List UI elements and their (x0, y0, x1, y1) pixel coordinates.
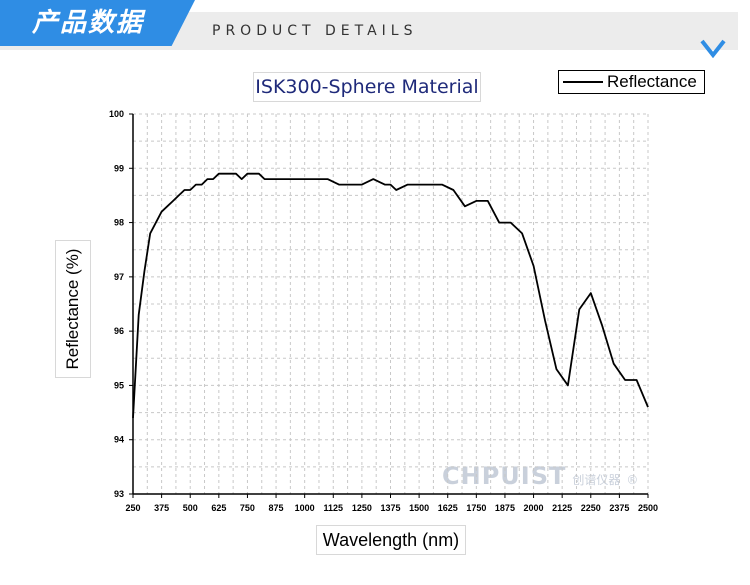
y-tick-label: 95 (114, 380, 124, 390)
y-tick-label: 93 (114, 489, 124, 499)
x-tick-label: 875 (269, 503, 284, 513)
x-tick-label: 1250 (352, 503, 372, 513)
x-tick-label: 1125 (324, 503, 344, 513)
x-tick-label: 1000 (295, 503, 315, 513)
y-axis-label-box: Reflectance (%) (55, 240, 91, 378)
legend: Reflectance (558, 70, 705, 94)
x-tick-label: 375 (154, 503, 169, 513)
legend-label: Reflectance (607, 72, 697, 91)
watermark-cn: 创谱仪器 (572, 473, 621, 487)
x-tick-label: 1375 (380, 503, 400, 513)
series-line-reflectance (132, 172, 649, 419)
x-tick-label: 2250 (581, 503, 601, 513)
watermark-mark: ® (626, 473, 639, 487)
x-tick-label: 2500 (638, 503, 658, 513)
x-tick-label: 750 (240, 503, 255, 513)
y-tick-label: 100 (109, 109, 124, 119)
y-tick-label: 98 (114, 218, 124, 228)
chart-title: ISK300-Sphere Material (253, 72, 481, 102)
watermark-logo: CHPUIST (442, 462, 567, 490)
x-tick-label: 1625 (438, 503, 458, 513)
chevron-down-icon (700, 39, 726, 58)
x-tick-label: 250 (125, 503, 140, 513)
x-axis-label: Wavelength (nm) (316, 525, 466, 555)
banner-title: 产品数据 (0, 0, 195, 46)
watermark: CHPUIST 创谱仪器 ® (442, 462, 638, 490)
x-tick-label: 1875 (495, 503, 515, 513)
banner-subtitle: PRODUCT DETAILS (212, 23, 418, 39)
legend-swatch (563, 81, 603, 83)
y-tick-label: 99 (114, 163, 124, 173)
y-tick-label: 94 (114, 435, 124, 445)
x-tick-label: 2000 (524, 503, 544, 513)
x-tick-label: 2375 (609, 503, 629, 513)
y-tick-label: 97 (114, 272, 124, 282)
x-tick-label: 500 (183, 503, 198, 513)
y-tick-label: 96 (114, 326, 124, 336)
x-tick-label: 1500 (409, 503, 429, 513)
x-tick-label: 2125 (552, 503, 572, 513)
x-tick-label: 625 (211, 503, 226, 513)
x-tick-label: 1750 (466, 503, 486, 513)
header-banner: 产品数据 PRODUCT DETAILS (0, 0, 750, 52)
